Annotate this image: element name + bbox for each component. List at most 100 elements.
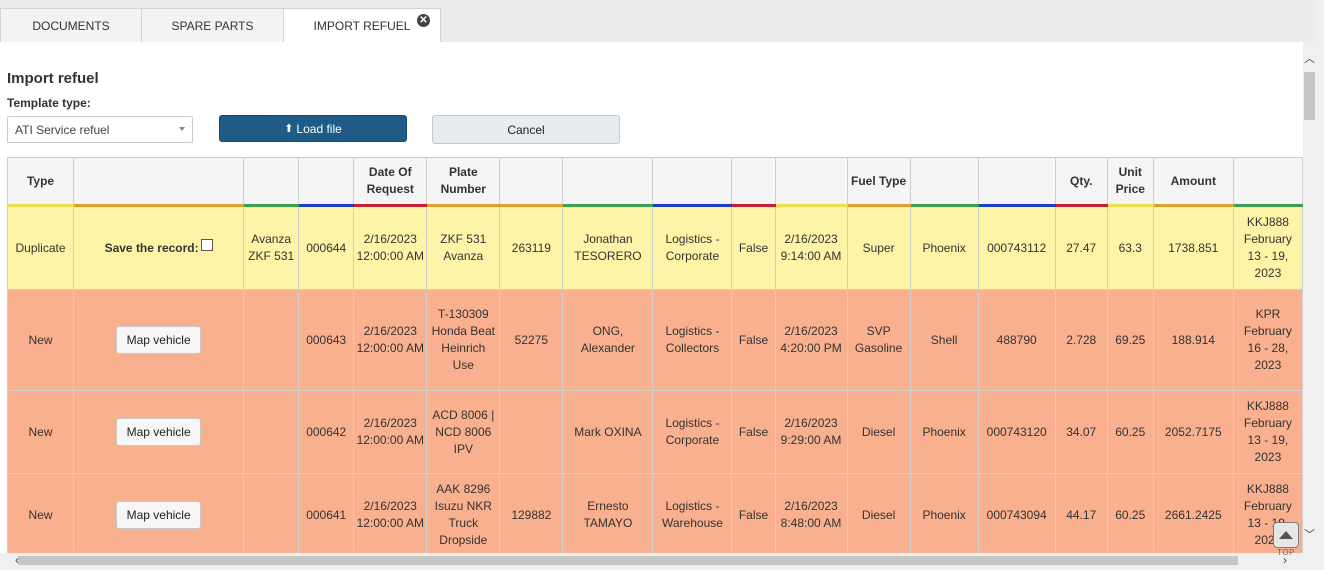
horizontal-scroll-thumb[interactable] — [18, 556, 1238, 565]
table-cell: 2/16/2023 4:20:00 PM — [774, 289, 848, 391]
column-header[interactable] — [1232, 157, 1303, 207]
map-vehicle-cell: Map vehicle — [73, 473, 245, 554]
vertical-scrollbar[interactable]: ︿ ﹀ — [1303, 42, 1316, 554]
save-record-checkbox[interactable] — [200, 239, 213, 251]
tab-import-refuel[interactable]: IMPORT REFUEL ✕ — [283, 8, 441, 43]
table-header-row: Type Date Of Request Plate Number Fuel Type… — [6, 157, 1303, 207]
row-type-cell: New — [6, 473, 75, 554]
table-cell: False — [731, 289, 776, 391]
table-cell: KKJ888 February 13 - 19, 2023 — [1232, 205, 1303, 290]
table-cell: 263119 — [499, 205, 564, 290]
column-header[interactable] — [73, 157, 245, 207]
table-cell — [243, 289, 300, 391]
table-cell: Mark OXINA — [562, 390, 654, 474]
column-header[interactable]: Date Of Request — [353, 157, 428, 207]
scroll-up-icon[interactable]: ︿ — [1304, 53, 1315, 65]
horizontal-scrollbar[interactable]: ‹ › — [0, 553, 1303, 567]
close-icon[interactable]: ✕ — [417, 14, 430, 27]
table-cell: 129882 — [499, 473, 564, 554]
table-cell: 000743120 — [977, 390, 1056, 474]
table-cell: 52275 — [499, 289, 564, 391]
table-cell: Avanza ZKF 531 — [243, 205, 300, 290]
table-cell: Logistics - Collectors — [652, 289, 733, 391]
column-header[interactable]: Type — [6, 157, 75, 207]
column-header[interactable] — [499, 157, 564, 207]
import-refuel-panel: Import refuel Template type: ATI Service… — [0, 42, 1303, 554]
map-vehicle-cell: Map vehicle — [73, 390, 245, 474]
table-cell — [243, 390, 300, 474]
table-cell: 2052.7175 — [1152, 390, 1234, 474]
table-cell: Phoenix — [909, 390, 979, 474]
tab-spare-parts[interactable]: SPARE PARTS — [141, 8, 284, 42]
back-to-top-button[interactable]: TOP — [1272, 522, 1300, 558]
column-header[interactable] — [298, 157, 355, 207]
table-cell: 34.07 — [1054, 390, 1108, 474]
table-cell: 63.3 — [1106, 205, 1154, 290]
table-cell: Logistics - Corporate — [652, 205, 733, 290]
column-header[interactable] — [774, 157, 848, 207]
table-cell: 60.25 — [1106, 390, 1154, 474]
table-cell: 2.728 — [1054, 289, 1108, 391]
column-header[interactable] — [909, 157, 979, 207]
map-vehicle-cell: Map vehicle — [73, 289, 245, 391]
column-header[interactable] — [652, 157, 733, 207]
table-cell: SVP Gasoline — [846, 289, 911, 391]
table-cell: Jonathan TESORERO — [562, 205, 654, 290]
column-header[interactable] — [562, 157, 654, 207]
table-cell: 44.17 — [1054, 473, 1108, 554]
map-vehicle-button[interactable]: Map vehicle — [116, 326, 202, 354]
table-cell: Diesel — [846, 473, 911, 554]
column-header[interactable] — [977, 157, 1056, 207]
column-header[interactable]: Plate Number — [426, 157, 501, 207]
table-cell: ONG, Alexander — [562, 289, 654, 391]
row-type-cell: New — [6, 390, 75, 474]
table-cell: 188.914 — [1152, 289, 1234, 391]
table-cell: 2/16/2023 12:00:00 AM — [353, 205, 428, 290]
load-file-button[interactable]: ⬆ Load file — [219, 115, 407, 142]
table-cell: 2/16/2023 9:14:00 AM — [774, 205, 848, 290]
tab-bar: DOCUMENTS SPARE PARTS IMPORT REFUEL ✕ — [0, 0, 1316, 43]
column-header[interactable] — [243, 157, 300, 207]
scroll-left-icon[interactable]: ‹ — [15, 553, 19, 567]
table-cell — [499, 390, 564, 474]
column-header[interactable]: Fuel Type — [846, 157, 911, 207]
table-cell: 488790 — [977, 289, 1056, 391]
map-vehicle-button[interactable]: Map vehicle — [116, 501, 202, 529]
table-cell: 1738.851 — [1152, 205, 1234, 290]
tab-documents[interactable]: DOCUMENTS — [0, 8, 142, 42]
arrow-up-icon — [1273, 522, 1299, 548]
table-row: Duplicate Save the record: Avanza ZKF 531 0… — [6, 205, 1303, 290]
table-cell: Shell — [909, 289, 979, 391]
table-cell: 2/16/2023 8:48:00 AM — [774, 473, 848, 554]
table-cell: 000743094 — [977, 473, 1056, 554]
table-cell: 2/16/2023 12:00:00 AM — [353, 473, 428, 554]
table-cell — [243, 473, 300, 554]
table-cell: KKJ888 February 13 - 19, 2023 — [1232, 390, 1303, 474]
table-cell: Phoenix — [909, 473, 979, 554]
scroll-down-icon[interactable]: ﹀ — [1304, 529, 1315, 541]
load-file-label: Load file — [296, 121, 342, 136]
row-type-cell: New — [6, 289, 75, 391]
table-cell: 69.25 — [1106, 289, 1154, 391]
template-type-select[interactable]: ATI Service refuel — [7, 116, 193, 143]
template-type-value: ATI Service refuel — [15, 123, 110, 137]
back-to-top-label: TOP — [1277, 548, 1295, 557]
scroll-right-icon[interactable]: › — [1283, 553, 1287, 567]
table-cell: 2/16/2023 9:29:00 AM — [774, 390, 848, 474]
column-header[interactable]: Unit Price — [1106, 157, 1154, 207]
table-cell: Phoenix — [909, 205, 979, 290]
table-cell: False — [731, 473, 776, 554]
map-vehicle-button[interactable]: Map vehicle — [116, 418, 202, 446]
column-header[interactable]: Amount — [1152, 157, 1234, 207]
table-cell: Ernesto TAMAYO — [562, 473, 654, 554]
cancel-button[interactable]: Cancel — [432, 115, 620, 144]
column-header[interactable] — [731, 157, 776, 207]
table-cell: Logistics - Corporate — [652, 390, 733, 474]
table-cell: 000644 — [298, 205, 355, 290]
upload-icon: ⬆ — [284, 123, 294, 135]
save-record-label: Save the record: — [104, 241, 199, 255]
table-cell: ACD 8006 | NCD 8006 IPV — [426, 390, 501, 474]
vertical-scroll-thumb[interactable] — [1304, 72, 1315, 120]
column-header[interactable]: Qty. — [1054, 157, 1108, 207]
table-cell: Super — [846, 205, 911, 290]
